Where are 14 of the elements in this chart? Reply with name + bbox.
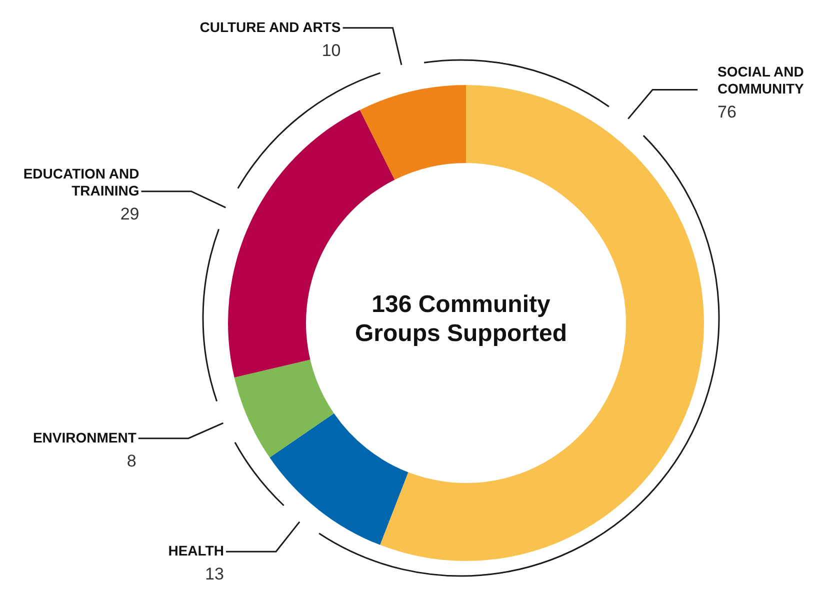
text: 136 Community Groups Supported [355, 291, 567, 347]
data-label: 76 [718, 102, 736, 122]
donut-slice [234, 360, 334, 458]
data-label: 8 [126, 451, 136, 470]
slice-label: SOCIAL AND COMMUNITY [718, 64, 805, 97]
data-label: 13 [205, 564, 224, 584]
slice-label: EDUCATION AND TRAINING [23, 165, 140, 198]
donut-slice [360, 85, 466, 180]
slice-label: ENVIRONMENT [32, 429, 137, 446]
data-label: 29 [120, 204, 140, 224]
data-label: 10 [322, 40, 341, 60]
donut-slice [270, 413, 408, 545]
slice-label: CULTURE AND ARTS [200, 18, 341, 35]
slice-label: HEALTH [168, 542, 224, 559]
